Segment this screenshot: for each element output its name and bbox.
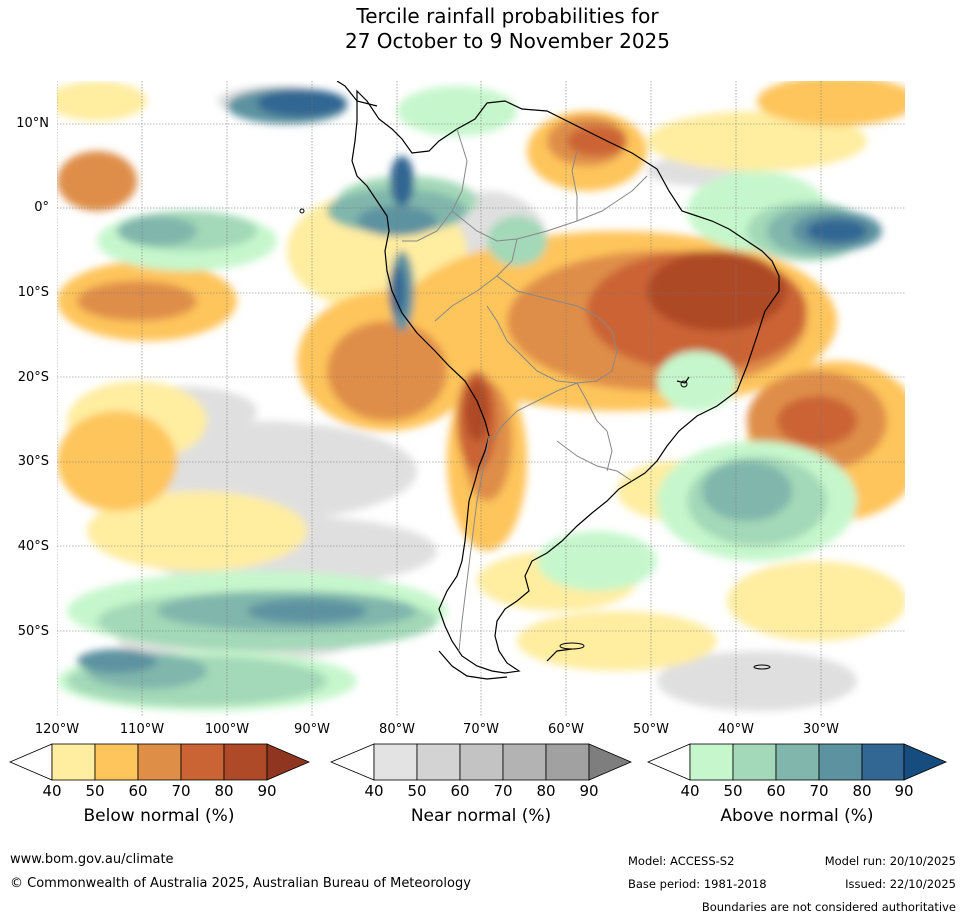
lon-label-110w: 110°W bbox=[119, 722, 165, 737]
lat-label-0: 0° bbox=[34, 200, 49, 215]
lat-label-40s: 40°S bbox=[17, 539, 49, 554]
below-tick-90: 90 bbox=[257, 782, 277, 800]
colorbar-below-tip bbox=[266, 743, 311, 781]
colorbar-above-swatch bbox=[861, 743, 905, 781]
title-line-2: 27 October to 9 November 2025 bbox=[344, 29, 671, 53]
colorbar-below-swatch bbox=[223, 743, 268, 781]
colorbar-below bbox=[8, 743, 311, 781]
colorbar-near-swatch bbox=[502, 743, 547, 781]
colorbar-above-empty-tip bbox=[646, 743, 691, 781]
lon-label-30w: 30°W bbox=[803, 722, 839, 737]
below-tick-60: 60 bbox=[128, 782, 148, 800]
lon-label-90w: 90°W bbox=[294, 722, 330, 737]
colorbar-near-empty-tip bbox=[329, 743, 375, 781]
lon-label-100w: 100°W bbox=[204, 722, 250, 737]
colorbar-below-empty-tip bbox=[8, 743, 53, 781]
near-tick-80: 80 bbox=[536, 782, 556, 800]
graticule bbox=[57, 81, 905, 717]
below-tick-70: 70 bbox=[171, 782, 191, 800]
lat-label-20s: 20°S bbox=[17, 370, 49, 385]
below-tick-50: 50 bbox=[85, 782, 105, 800]
above-tick-50: 50 bbox=[723, 782, 743, 800]
colorbar-above-swatch bbox=[732, 743, 777, 781]
colorbar-above-tip bbox=[903, 743, 948, 781]
copyright-text: © Commonwealth of Australia 2025, Austra… bbox=[10, 876, 471, 891]
colorbar-near-swatch bbox=[416, 743, 461, 781]
boundaries-disclaimer: Boundaries are not considered authoritat… bbox=[701, 900, 956, 914]
model-run-date: Model run: 20/10/2025 bbox=[824, 854, 956, 868]
lat-label-30s: 30°S bbox=[17, 454, 49, 469]
colorbar-near bbox=[329, 743, 633, 781]
country-borders bbox=[402, 128, 648, 652]
below-tick-80: 80 bbox=[214, 782, 234, 800]
colorbar-above-swatch bbox=[818, 743, 863, 781]
lon-label-120w: 120°W bbox=[34, 722, 80, 737]
colorbars bbox=[8, 743, 948, 781]
lon-label-70w: 70°W bbox=[463, 722, 499, 737]
near-tick-70: 70 bbox=[493, 782, 513, 800]
above-tick-90: 90 bbox=[894, 782, 914, 800]
coastline bbox=[336, 81, 780, 680]
map-svg bbox=[57, 81, 905, 717]
precip-fields bbox=[57, 81, 905, 711]
colorbar-near-swatch bbox=[459, 743, 504, 781]
lat-label-10s: 10°S bbox=[17, 285, 49, 300]
colorbar-above-swatch bbox=[689, 743, 734, 781]
near-normal-label: Near normal (%) bbox=[410, 806, 552, 826]
near-tick-60: 60 bbox=[450, 782, 470, 800]
colorbar-below-swatch bbox=[180, 743, 225, 781]
model-name: Model: ACCESS-S2 bbox=[628, 854, 735, 868]
lon-label-40w: 40°W bbox=[718, 722, 754, 737]
issued-date: Issued: 22/10/2025 bbox=[845, 877, 956, 891]
above-tick-40: 40 bbox=[680, 782, 700, 800]
base-period: Base period: 1981-2018 bbox=[628, 877, 767, 891]
colorbar-near-tip bbox=[588, 743, 633, 781]
colorbar-below-swatch bbox=[137, 743, 182, 781]
bom-link[interactable]: www.bom.gov.au/climate bbox=[10, 852, 174, 867]
near-tick-90: 90 bbox=[579, 782, 599, 800]
islands bbox=[299, 208, 771, 670]
colorbar-near-swatch bbox=[545, 743, 590, 781]
chart-title: Tercile rainfall probabilities for 27 Oc… bbox=[0, 4, 965, 54]
lat-label-50s: 50°S bbox=[17, 624, 49, 639]
lon-label-50w: 50°W bbox=[633, 722, 669, 737]
below-tick-40: 40 bbox=[42, 782, 62, 800]
colorbar-below-swatch bbox=[94, 743, 139, 781]
colorbar-below-swatch bbox=[51, 743, 96, 781]
above-normal-label: Above normal (%) bbox=[720, 806, 874, 826]
above-tick-60: 60 bbox=[766, 782, 786, 800]
above-tick-70: 70 bbox=[809, 782, 829, 800]
probability-map bbox=[57, 81, 905, 717]
colorbar-near-swatch bbox=[373, 743, 418, 781]
below-normal-label: Below normal (%) bbox=[83, 806, 235, 826]
colorbar-above bbox=[646, 743, 948, 781]
near-tick-50: 50 bbox=[407, 782, 427, 800]
lon-label-80w: 80°W bbox=[379, 722, 415, 737]
above-tick-80: 80 bbox=[852, 782, 872, 800]
colorbar-above-swatch bbox=[775, 743, 820, 781]
lat-label-10n: 10°N bbox=[16, 116, 49, 131]
lon-label-60w: 60°W bbox=[548, 722, 584, 737]
near-tick-40: 40 bbox=[364, 782, 384, 800]
title-line-1: Tercile rainfall probabilities for bbox=[356, 4, 659, 28]
